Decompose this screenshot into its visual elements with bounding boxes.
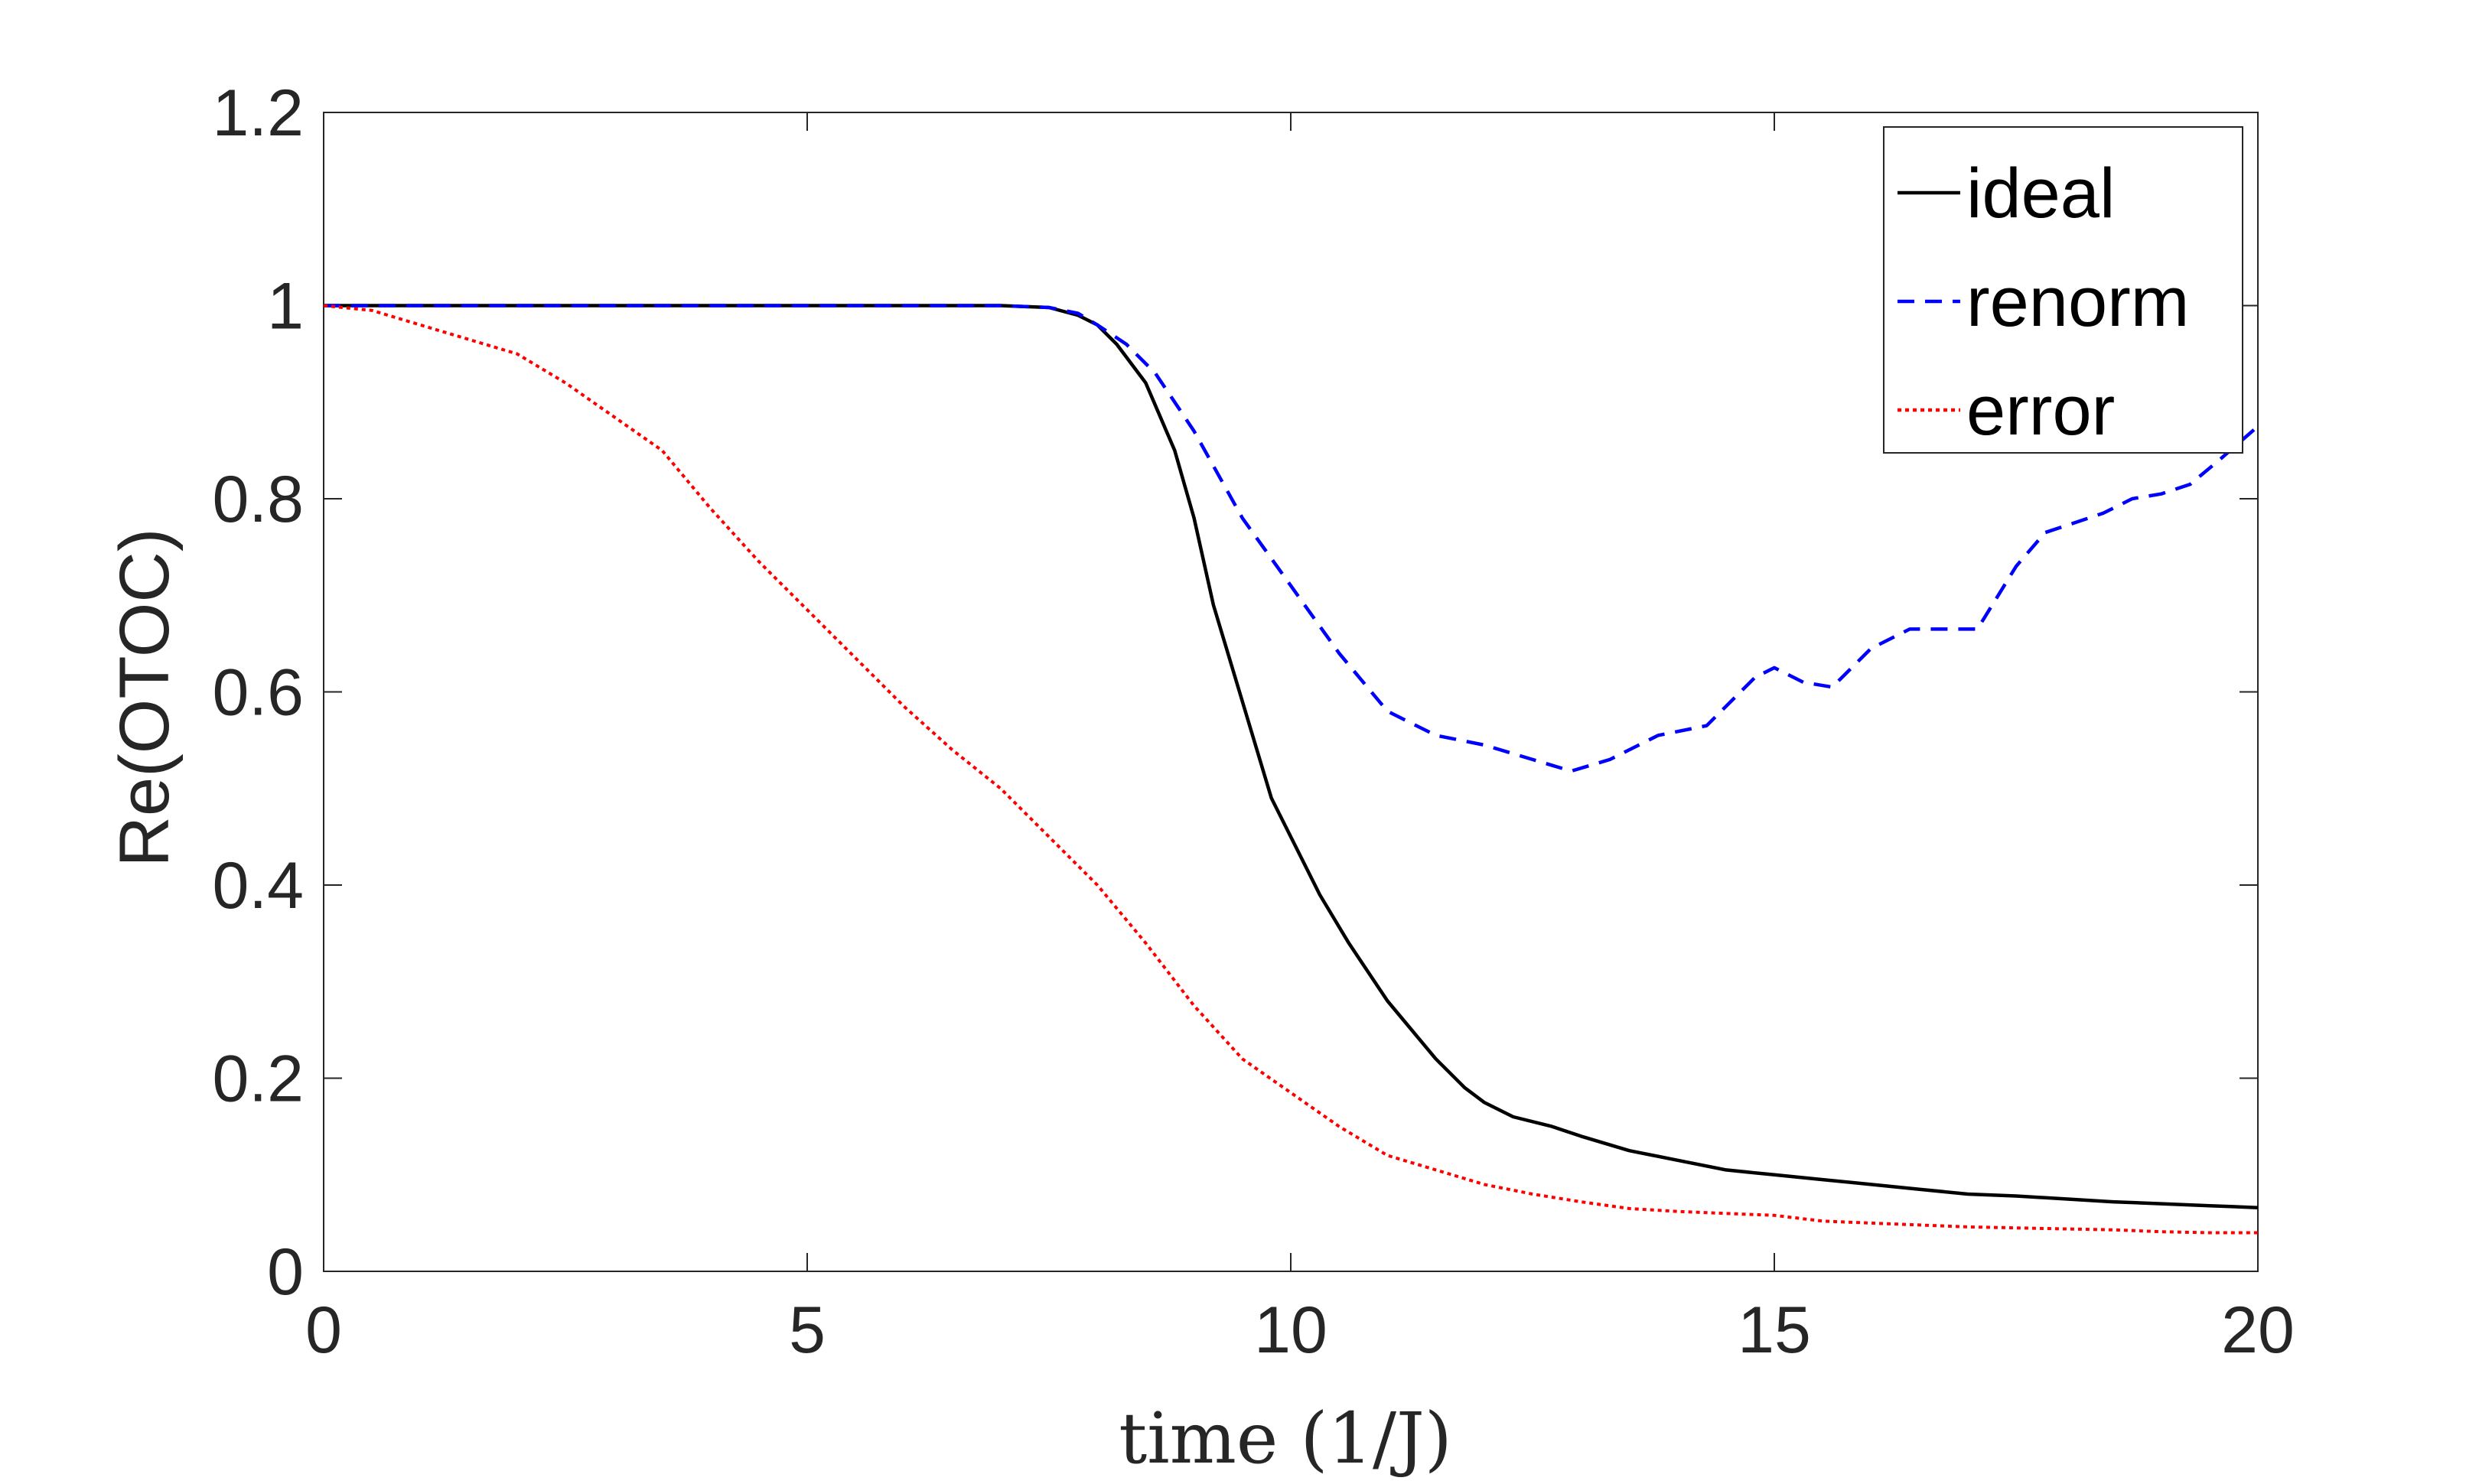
y-tick-label: 0.6 (212, 656, 304, 730)
y-tick-label: 0.4 (212, 849, 304, 923)
y-tick-label: 0.2 (212, 1043, 304, 1116)
y-tick-label: 1 (267, 270, 304, 343)
y-tick-labels: 0 0.2 0.4 0.6 0.8 1 1.2 (212, 76, 304, 1309)
legend-label-renorm: renorm (1966, 263, 2189, 341)
y-axis-label: Re(OTOC) (106, 529, 184, 867)
series-layer (323, 304, 2259, 1235)
y-tick-label: 0.8 (212, 463, 304, 536)
x-tick-label: 0 (305, 1294, 342, 1367)
tick-marks (323, 112, 2259, 1272)
series-line-error (323, 304, 2258, 1235)
x-tick-labels: 0 5 10 15 20 (305, 1294, 2295, 1367)
x-tick-label: 5 (789, 1294, 826, 1367)
legend-label-error: error (1966, 372, 2115, 450)
legend-box (1883, 126, 2243, 454)
legend: ideal renorm error (1883, 126, 2243, 454)
y-tick-label: 0 (267, 1235, 304, 1309)
x-tick-label: 10 (1254, 1294, 1327, 1367)
series-line-renorm (324, 304, 2259, 773)
x-axis-label: time (1/J) (1119, 1398, 1452, 1479)
legend-label-ideal: ideal (1966, 155, 2115, 233)
x-tick-label: 20 (2221, 1294, 2295, 1367)
series-line-ideal (324, 304, 2259, 1209)
y-tick-label: 1.2 (212, 76, 304, 150)
x-tick-label: 15 (1738, 1294, 1811, 1367)
legend-entries: ideal renorm error (1898, 155, 2189, 450)
